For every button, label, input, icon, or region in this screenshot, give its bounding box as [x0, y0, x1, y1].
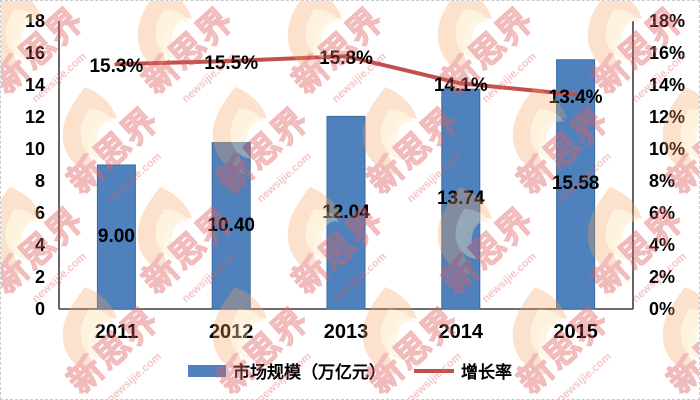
- line-swatch-icon: [414, 368, 454, 373]
- bar-2012: [211, 142, 251, 310]
- bar-2015: [556, 59, 596, 310]
- bar-2013: [326, 115, 366, 310]
- bar-2014: [441, 88, 481, 310]
- bar-swatch-icon: [188, 364, 226, 377]
- bar-2011: [96, 164, 136, 310]
- legend-item-growth-rate: 增长率: [414, 358, 512, 383]
- growth-rate-line: [114, 54, 578, 97]
- legend-item-market-scale: 市场规模（万亿元）: [188, 358, 386, 383]
- legend-label-growth-rate: 增长率: [461, 363, 512, 382]
- legend: 市场规模（万亿元） 增长率: [1, 358, 699, 383]
- legend-label-market-scale: 市场规模（万亿元）: [233, 363, 386, 382]
